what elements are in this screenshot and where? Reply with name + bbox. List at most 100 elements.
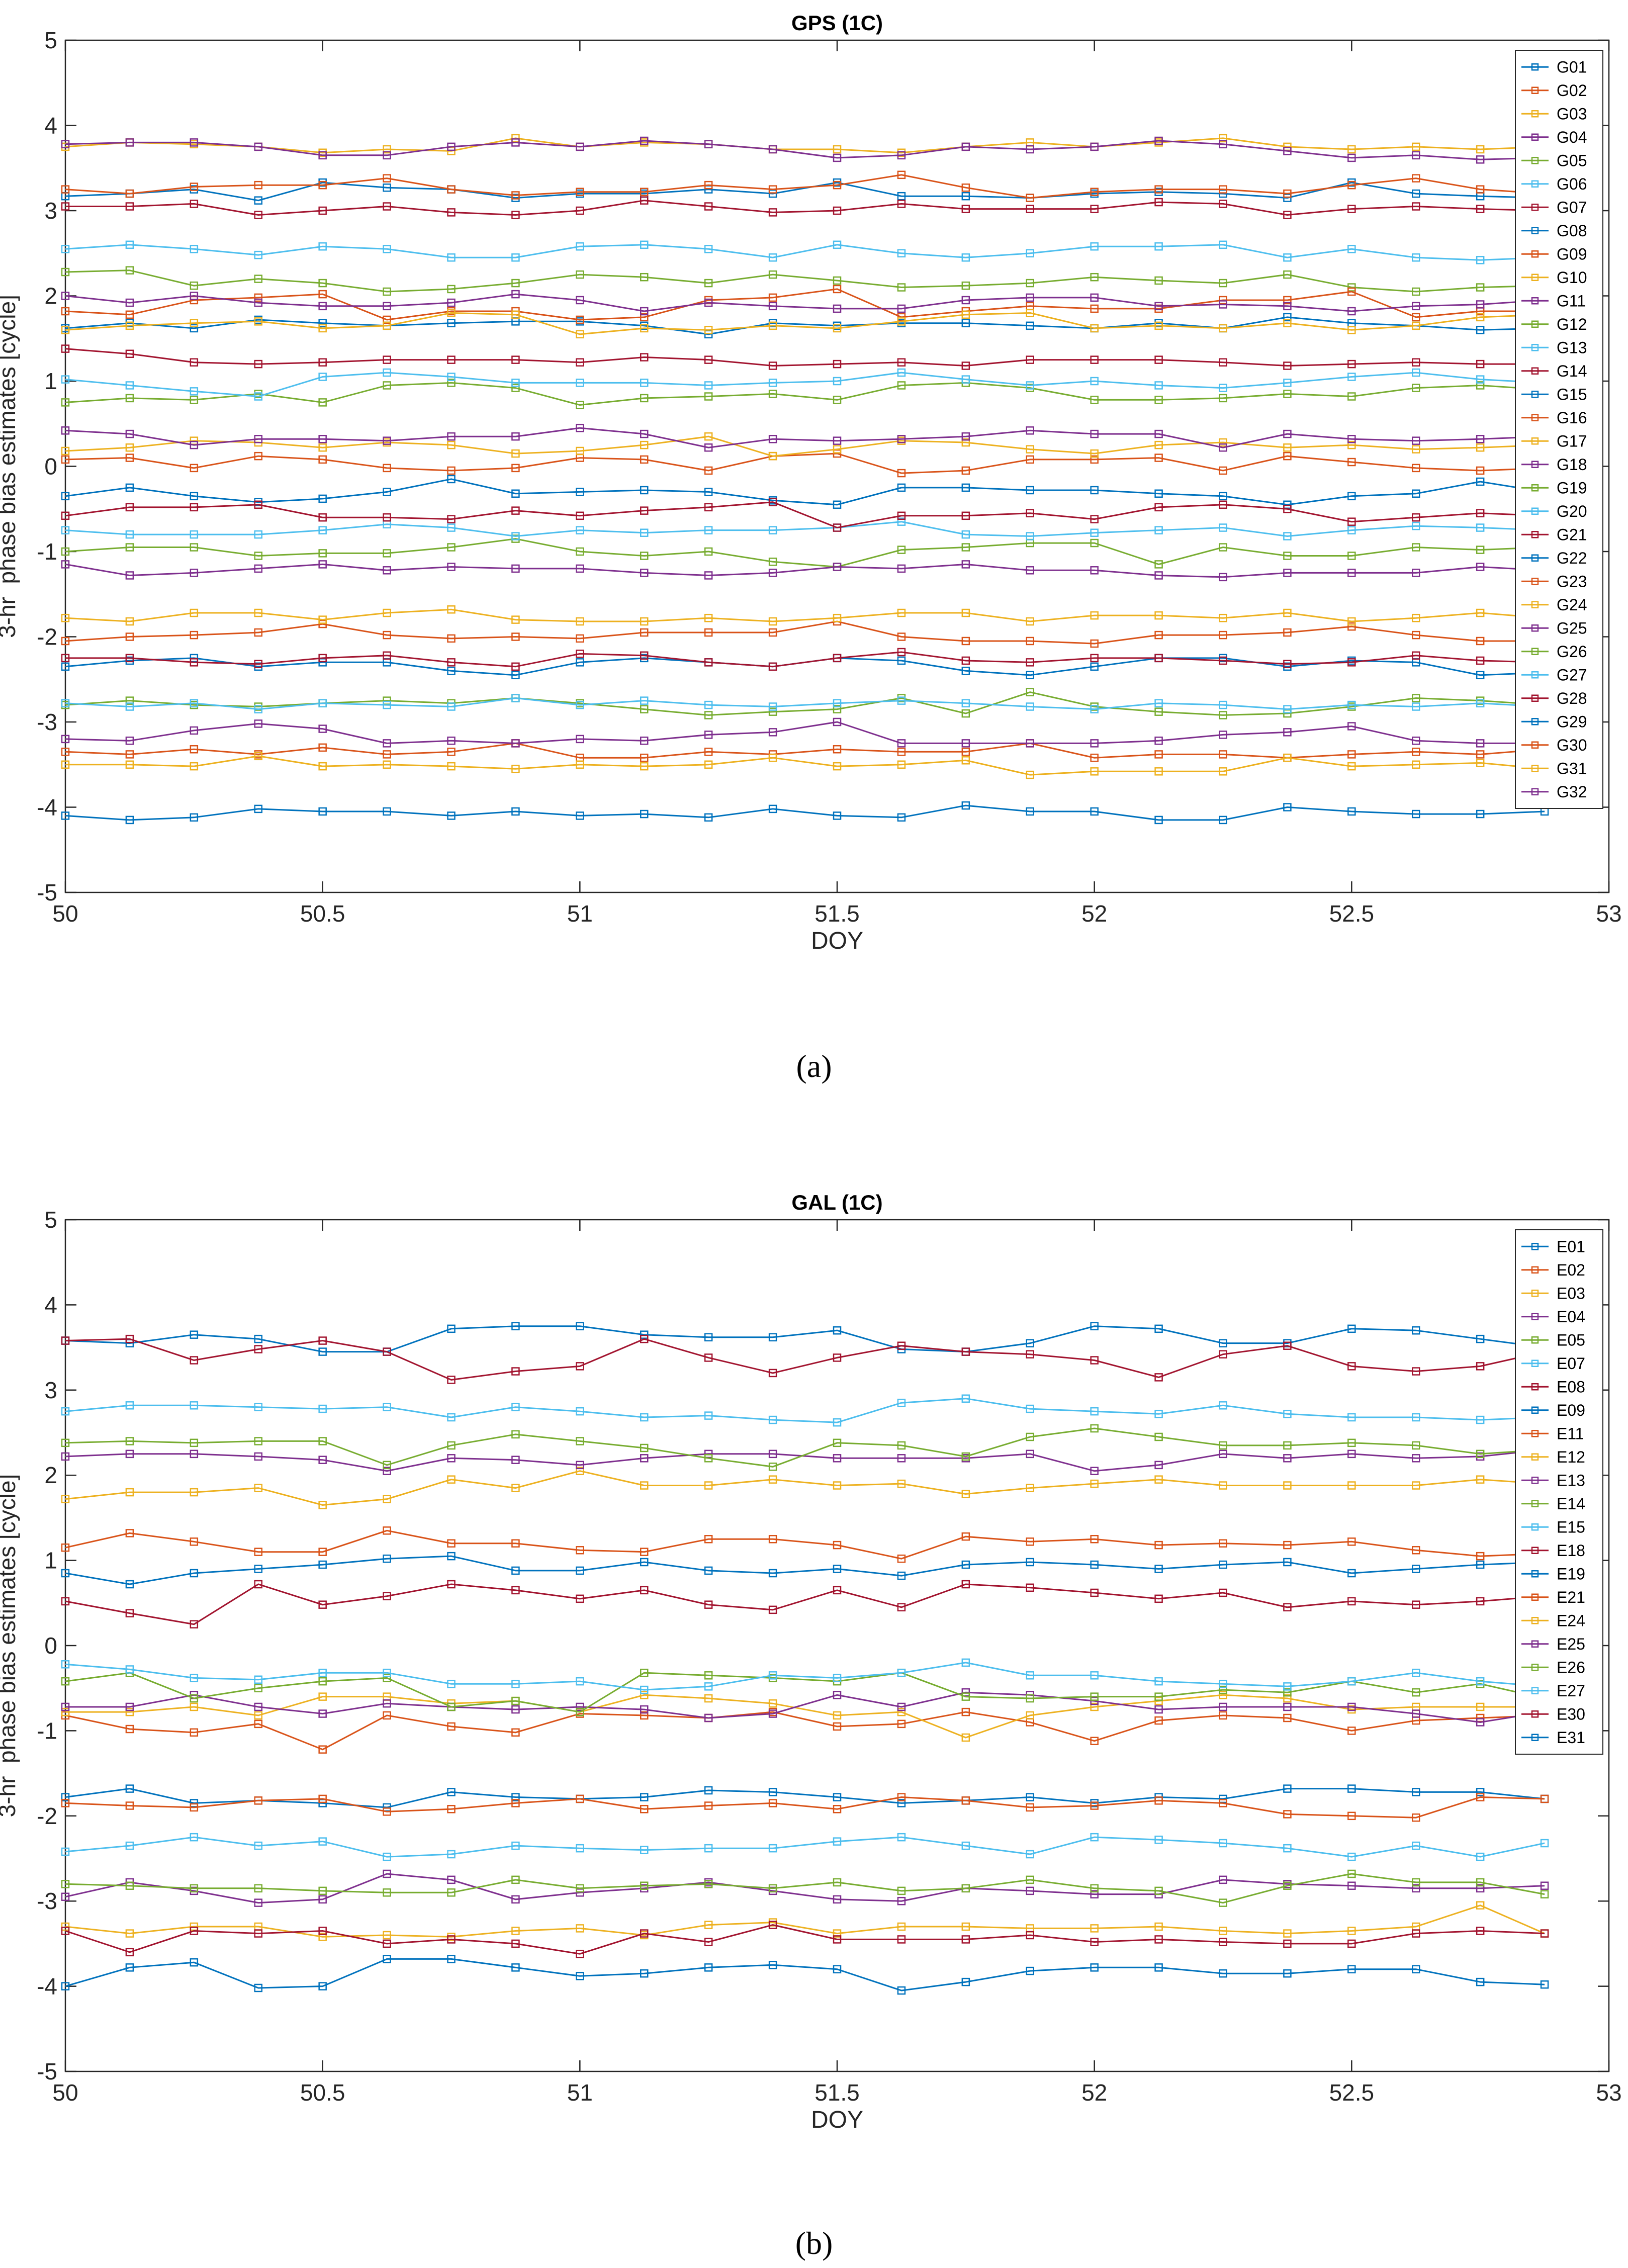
data-point bbox=[190, 292, 199, 300]
series-line-e09 bbox=[65, 1555, 1545, 1585]
data-point bbox=[1154, 1716, 1163, 1725]
data-point bbox=[1347, 180, 1356, 190]
data-point bbox=[318, 455, 327, 464]
series-line-e14 bbox=[65, 1672, 1545, 1713]
data-point bbox=[61, 398, 70, 407]
data-point bbox=[190, 543, 199, 552]
data-point bbox=[576, 1844, 584, 1853]
data-point bbox=[768, 1921, 777, 1929]
data-point bbox=[833, 500, 842, 509]
data-point bbox=[190, 396, 199, 404]
data-point bbox=[1219, 750, 1227, 759]
data-point bbox=[1026, 1711, 1034, 1720]
data-point bbox=[447, 1804, 456, 1813]
data-point bbox=[61, 1799, 70, 1807]
data-point bbox=[511, 1586, 520, 1595]
data-point bbox=[61, 1982, 70, 1990]
data-point bbox=[1347, 658, 1356, 667]
data-point bbox=[1476, 1552, 1485, 1561]
data-point bbox=[1154, 1409, 1163, 1418]
data-point bbox=[1283, 211, 1292, 219]
legend-label: E19 bbox=[1557, 1565, 1585, 1583]
data-point bbox=[1412, 1668, 1420, 1677]
data-point bbox=[833, 1481, 842, 1490]
data-point bbox=[1283, 803, 1292, 811]
data-point bbox=[897, 1702, 906, 1711]
data-point bbox=[61, 140, 70, 149]
data-point bbox=[190, 630, 199, 640]
data-point bbox=[254, 1452, 262, 1461]
data-point bbox=[1090, 355, 1099, 364]
data-point bbox=[254, 359, 262, 369]
data-point bbox=[576, 1972, 584, 1980]
data-point bbox=[961, 748, 970, 756]
data-point bbox=[1412, 436, 1420, 445]
data-point bbox=[1476, 546, 1485, 554]
series-line-e21 bbox=[65, 1796, 1545, 1819]
data-point bbox=[511, 1430, 520, 1439]
y-tick-label: 4 bbox=[44, 1292, 57, 1318]
legend-item-e21: E21 bbox=[1521, 1588, 1585, 1606]
data-point bbox=[318, 1794, 327, 1803]
data-point bbox=[254, 705, 262, 713]
data-point bbox=[897, 435, 906, 443]
series-line-e11 bbox=[65, 1711, 1545, 1751]
data-point bbox=[1283, 1454, 1292, 1463]
data-point bbox=[61, 613, 70, 622]
data-point bbox=[640, 552, 649, 560]
data-point bbox=[640, 705, 649, 713]
data-point bbox=[576, 1924, 584, 1933]
data-point bbox=[447, 811, 456, 820]
data-point bbox=[125, 1881, 134, 1890]
data-point bbox=[447, 523, 456, 532]
legend-marker bbox=[1531, 578, 1539, 585]
data-point bbox=[1476, 435, 1485, 443]
data-point bbox=[1026, 1931, 1034, 1940]
data-point bbox=[447, 185, 456, 194]
data-point bbox=[1347, 1811, 1356, 1821]
data-point bbox=[1347, 517, 1356, 526]
data-point bbox=[125, 394, 134, 403]
data-point bbox=[1476, 1415, 1485, 1424]
data-point bbox=[897, 1986, 906, 1995]
data-point bbox=[125, 654, 134, 663]
x-tick-label: 50.5 bbox=[300, 2079, 345, 2106]
data-point bbox=[318, 242, 327, 251]
series-line-g05 bbox=[65, 269, 1545, 293]
y-tick-label: 5 bbox=[44, 1207, 57, 1233]
series-line-g32 bbox=[65, 721, 1545, 744]
data-point bbox=[447, 1324, 456, 1333]
series-line-g29 bbox=[65, 804, 1545, 821]
data-point bbox=[125, 617, 134, 626]
data-point bbox=[640, 394, 649, 403]
data-point bbox=[1283, 253, 1292, 262]
data-point bbox=[1283, 705, 1292, 713]
data-point bbox=[1412, 1709, 1420, 1718]
data-point bbox=[318, 513, 327, 522]
legend-marker bbox=[1531, 1547, 1539, 1554]
data-point bbox=[190, 440, 199, 449]
data-point bbox=[1476, 1362, 1485, 1371]
data-point bbox=[897, 1603, 906, 1612]
legend-item-g28: G28 bbox=[1521, 689, 1587, 707]
legend-item-g29: G29 bbox=[1521, 712, 1587, 731]
series-line-e04 bbox=[65, 1448, 1545, 1472]
legend-marker bbox=[1531, 320, 1539, 328]
data-point bbox=[768, 1699, 777, 1708]
data-point bbox=[704, 466, 713, 475]
data-point bbox=[1154, 1432, 1163, 1441]
data-point bbox=[61, 637, 70, 646]
data-point bbox=[1219, 1481, 1227, 1490]
data-point bbox=[768, 628, 777, 637]
data-point bbox=[1347, 1939, 1356, 1948]
data-point bbox=[190, 358, 199, 367]
data-point bbox=[640, 1443, 649, 1453]
legend-marker bbox=[1531, 63, 1539, 71]
data-point bbox=[1283, 302, 1292, 311]
data-point bbox=[1412, 321, 1420, 330]
data-point bbox=[318, 1677, 327, 1686]
data-point bbox=[1219, 731, 1227, 739]
data-point bbox=[576, 1707, 584, 1716]
data-point bbox=[447, 1441, 456, 1450]
data-point bbox=[768, 1333, 777, 1342]
